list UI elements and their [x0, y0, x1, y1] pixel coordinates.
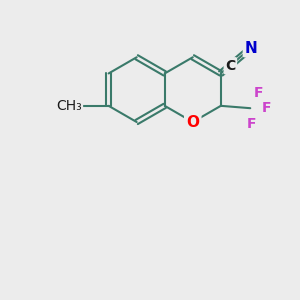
- Text: F: F: [254, 86, 263, 100]
- Text: F: F: [262, 101, 271, 115]
- Text: N: N: [244, 40, 257, 56]
- Text: C: C: [225, 59, 236, 73]
- Text: F: F: [247, 117, 256, 131]
- Text: O: O: [186, 115, 199, 130]
- Text: CH₃: CH₃: [56, 99, 82, 113]
